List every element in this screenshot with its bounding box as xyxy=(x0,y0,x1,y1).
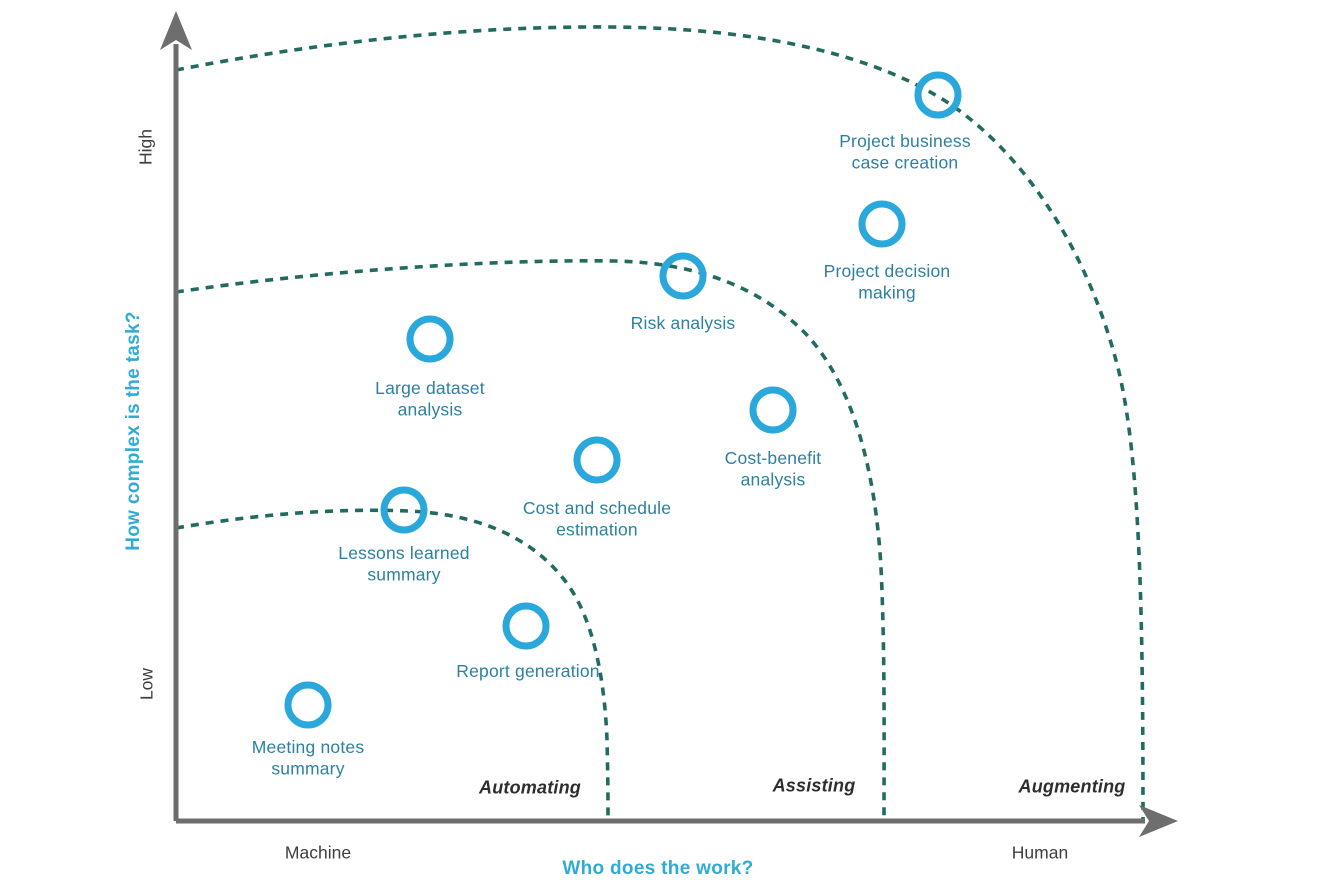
y-axis-arrowhead-icon xyxy=(160,11,192,50)
zone-label-augmenting: Augmenting xyxy=(1018,776,1126,797)
zone-label-assisting: Assisting xyxy=(772,775,856,796)
data-point xyxy=(914,71,962,119)
x-axis-arrowhead-icon xyxy=(1139,805,1178,837)
data-point-label: Project business case creation xyxy=(839,131,971,173)
zone-boundaries xyxy=(175,25,1145,822)
y-axis-high-label: High xyxy=(135,129,156,165)
zone-label-automating: Automating xyxy=(479,777,581,798)
x-axis-machine-label: Machine xyxy=(284,842,352,863)
data-point xyxy=(659,252,707,300)
data-point xyxy=(284,681,332,729)
data-point-label: Lessons learned summary xyxy=(338,543,469,585)
data-point-label: Cost-benefit analysis xyxy=(725,448,822,490)
data-point-label: Large dataset analysis xyxy=(375,378,485,420)
axes xyxy=(160,11,1178,837)
data-point xyxy=(573,436,621,484)
data-point xyxy=(380,486,428,534)
data-point-label: Project decision making xyxy=(824,261,951,303)
data-points: Project business case creation Project dec… xyxy=(252,71,971,779)
data-point-label: Report generation xyxy=(456,661,600,681)
data-point xyxy=(749,386,797,434)
zone-boundary-augmenting xyxy=(175,25,1145,822)
zone-boundary-automating xyxy=(175,508,610,822)
data-point xyxy=(858,200,906,248)
y-axis-title: How complex is the task? xyxy=(123,311,144,551)
x-axis-title: Who does the work? xyxy=(562,858,754,879)
data-point-label: Cost and schedule estimation xyxy=(523,498,671,540)
data-point xyxy=(502,602,550,650)
data-point-label: Risk analysis xyxy=(631,313,736,333)
x-axis-human-label: Human xyxy=(1011,842,1069,863)
data-point xyxy=(406,315,454,363)
y-axis-low-label: Low xyxy=(136,667,157,701)
data-point-label: Meeting notes summary xyxy=(252,737,365,779)
